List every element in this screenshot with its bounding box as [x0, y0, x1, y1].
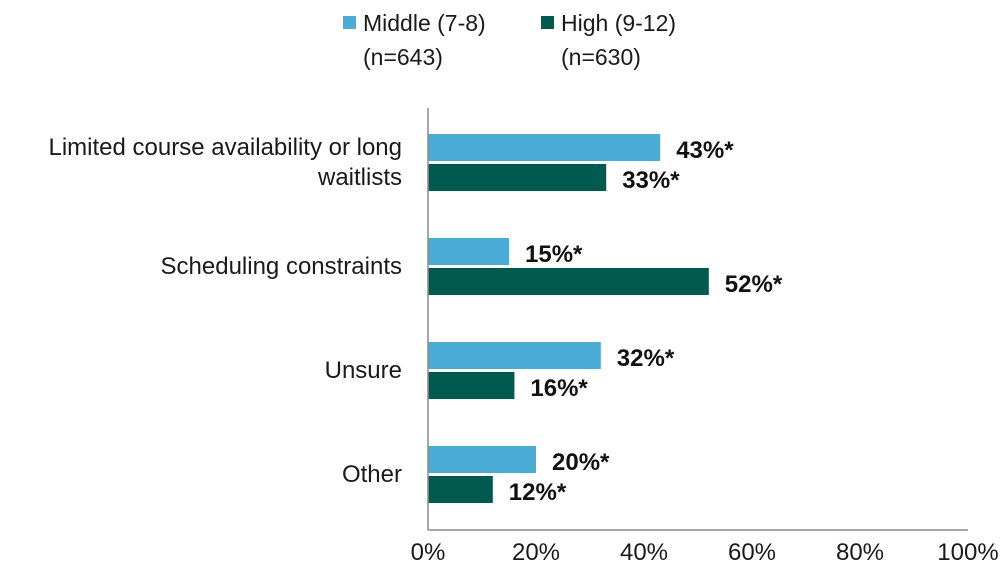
bar-high-3: [428, 372, 515, 399]
x-tick-label-3: 40%: [620, 539, 668, 566]
x-tick-label-5: 80%: [836, 539, 884, 566]
legend-sample-1: (n=643): [363, 44, 443, 70]
category-label-1-line-1: Limited course availability or long: [48, 134, 402, 161]
x-tick-labels: 0% 20% 40% 60% 80% 100%: [411, 539, 999, 566]
data-label-middle-3: 32%*: [617, 345, 675, 372]
data-label-high-1: 33%*: [622, 167, 680, 194]
bars: [428, 134, 709, 503]
bar-high-1: [428, 164, 607, 191]
category-label-3: Unsure: [325, 357, 402, 384]
x-tick-label-2: 20%: [512, 539, 560, 566]
bar-high-2: [428, 268, 709, 295]
category-label-4: Other: [342, 461, 402, 488]
bar-middle-2: [428, 238, 509, 265]
bar-middle-1: [428, 134, 661, 161]
category-labels: Limited course availability or long waitl…: [48, 134, 402, 488]
legend-sample-2: (n=630): [561, 44, 641, 70]
x-tick-label-1: 0%: [411, 539, 446, 566]
category-label-2: Scheduling constraints: [161, 253, 402, 280]
category-label-1-line-2: waitlists: [317, 164, 402, 191]
legend: Middle (7-8) (n=643) High (9-12) (n=630): [343, 10, 676, 70]
axes: [427, 108, 968, 531]
legend-swatch-1: [343, 16, 356, 29]
x-tick-label-6: 100%: [937, 539, 998, 566]
legend-label-1: Middle (7-8): [363, 10, 486, 36]
data-label-high-3: 16%*: [530, 375, 588, 402]
data-labels: 43%* 33%* 15%* 52%* 32%* 16%* 20%* 12%*: [509, 137, 783, 506]
legend-label-2: High (9-12): [561, 10, 676, 36]
bar-high-4: [428, 476, 493, 503]
data-label-middle-2: 15%*: [525, 241, 583, 268]
bar-middle-3: [428, 342, 601, 369]
data-label-high-2: 52%*: [725, 271, 783, 298]
data-label-middle-1: 43%*: [676, 137, 734, 164]
x-tick-label-4: 60%: [728, 539, 776, 566]
data-label-high-4: 12%*: [509, 479, 567, 506]
legend-swatch-2: [541, 16, 554, 29]
bar-middle-4: [428, 446, 536, 473]
data-label-middle-4: 20%*: [552, 449, 610, 476]
